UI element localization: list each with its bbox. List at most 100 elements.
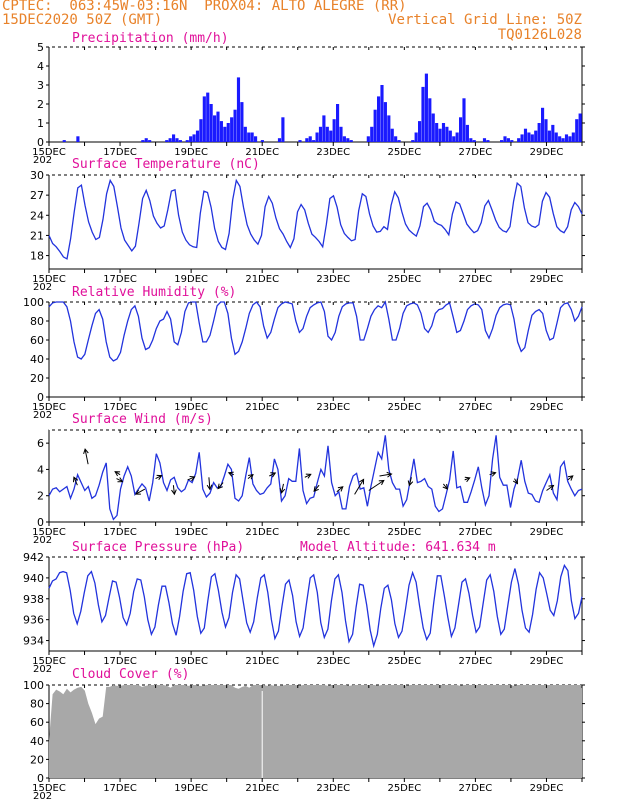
precip-bar <box>213 115 217 142</box>
wind-arrow <box>546 484 555 491</box>
wind-arrow-head <box>512 478 519 485</box>
x-tick-label: 25DEC <box>387 147 421 158</box>
precip-bar <box>192 134 196 142</box>
x-tick-label: 25DEC <box>387 783 421 794</box>
precip-bar <box>469 138 473 142</box>
wind-arrow-shaft <box>304 473 312 478</box>
cloud-area <box>49 685 582 778</box>
x-tick-label: 17DEC <box>103 402 137 413</box>
precip-bar <box>168 138 172 142</box>
x-tick-label: 29DEC <box>530 402 564 413</box>
precip-bar <box>312 140 316 142</box>
precip-bar <box>472 140 476 142</box>
panel-frame <box>48 46 583 143</box>
header-line2-left: 15DEC2020 50Z (GMT) <box>2 12 163 28</box>
precip-bar <box>459 117 463 142</box>
x-year-label: 202 <box>33 664 52 675</box>
precip-bar <box>199 119 203 142</box>
precip-bar <box>219 121 223 142</box>
wind-arrow-shaft <box>208 477 211 490</box>
x-tick-label: 21DEC <box>245 656 279 667</box>
precip-bar <box>230 117 234 142</box>
panel-title: Relative Humidity (%) <box>72 285 236 300</box>
x-tick-label: 15DEC <box>32 527 66 538</box>
x-tick-label: 23DEC <box>316 527 350 538</box>
precip-bar <box>366 136 370 142</box>
precip-bar <box>76 136 80 142</box>
x-tick-label: 19DEC <box>174 274 208 285</box>
wind-arrow-head <box>490 471 497 477</box>
precip-bar <box>435 123 439 142</box>
y-tick-label: 20 <box>30 372 44 385</box>
y-tick-label: 0 <box>37 391 44 404</box>
wind-arrow-shaft <box>135 488 146 495</box>
wind-arrow-shaft <box>281 483 284 494</box>
wind-arrow <box>304 473 312 479</box>
panel-title: Surface Pressure (hPa) <box>72 540 244 555</box>
precip-bar <box>547 130 551 142</box>
y-tick-label: 80 <box>30 698 44 711</box>
y-tick-label: 0 <box>37 136 44 149</box>
wind-arrow-shaft <box>546 485 554 491</box>
wind-arrow <box>407 477 414 487</box>
precip-bar <box>342 136 346 142</box>
wind-arrow-shaft <box>379 473 392 477</box>
y-tick-label: 936 <box>23 614 44 627</box>
x-tick-label: 19DEC <box>174 402 208 413</box>
wind-arrow-head <box>206 484 213 491</box>
x-year-label: 202 <box>33 155 52 166</box>
precip-bar <box>195 130 200 142</box>
x-tick-label: 15DEC <box>32 783 66 794</box>
wind-arrow <box>269 472 277 478</box>
wind-arrow-head <box>279 487 286 494</box>
precip-bar <box>254 136 258 142</box>
y-tick-label: 100 <box>23 296 44 309</box>
y-tick-label: 0 <box>37 772 44 785</box>
precip-bar <box>240 102 244 142</box>
precip-bar <box>534 130 538 142</box>
precip-bar <box>223 126 227 142</box>
precip-bar <box>486 140 490 142</box>
wind-arrow-shaft <box>354 479 365 495</box>
precip-bar <box>325 126 329 142</box>
y-tick-label: 4 <box>37 60 44 73</box>
wind-arrow-head <box>114 471 121 477</box>
precip-bar <box>578 113 582 142</box>
precip-bar <box>452 136 456 142</box>
y-tick-label: 934 <box>23 635 44 648</box>
x-tick-label: 25DEC <box>387 527 421 538</box>
x-tick-label: 29DEC <box>530 527 564 538</box>
x-tick-label: 27DEC <box>459 527 493 538</box>
precip-bar <box>175 138 179 142</box>
precip-bar <box>329 130 333 142</box>
precip-bar <box>322 115 326 142</box>
wind-arrow-shaft <box>217 482 224 489</box>
precip-bar <box>544 119 548 142</box>
x-tick-label: 19DEC <box>174 147 208 158</box>
precip-bar <box>339 126 343 142</box>
precip-bar <box>438 128 442 142</box>
panel-title: Surface Wind (m/s) <box>72 412 213 427</box>
precip-bar <box>141 140 145 142</box>
wind-arrow <box>336 486 344 493</box>
x-tick-label: 23DEC <box>316 274 350 285</box>
x-tick-label: 17DEC <box>103 147 137 158</box>
y-tick-label: 40 <box>30 735 44 748</box>
precip-bar <box>431 113 435 142</box>
precip-bar <box>520 134 524 142</box>
wind-arrow-head <box>270 472 277 478</box>
wind-arrow <box>442 483 449 490</box>
wind-arrow-head <box>248 473 254 480</box>
precip-bar <box>465 124 469 142</box>
wind-arrow <box>464 476 471 483</box>
wind-arrow-head <box>359 478 365 485</box>
wind-arrow-shaft <box>443 483 448 490</box>
y-tick-label: 2 <box>37 490 44 503</box>
wind-arrow-head <box>73 476 79 483</box>
wind-arrow <box>217 482 224 490</box>
panel-annotation: Model Altitude: 641.634 m <box>300 540 496 555</box>
panel-frame <box>48 429 583 523</box>
wind-arrow-head <box>156 474 163 480</box>
precip-bar <box>571 132 575 142</box>
